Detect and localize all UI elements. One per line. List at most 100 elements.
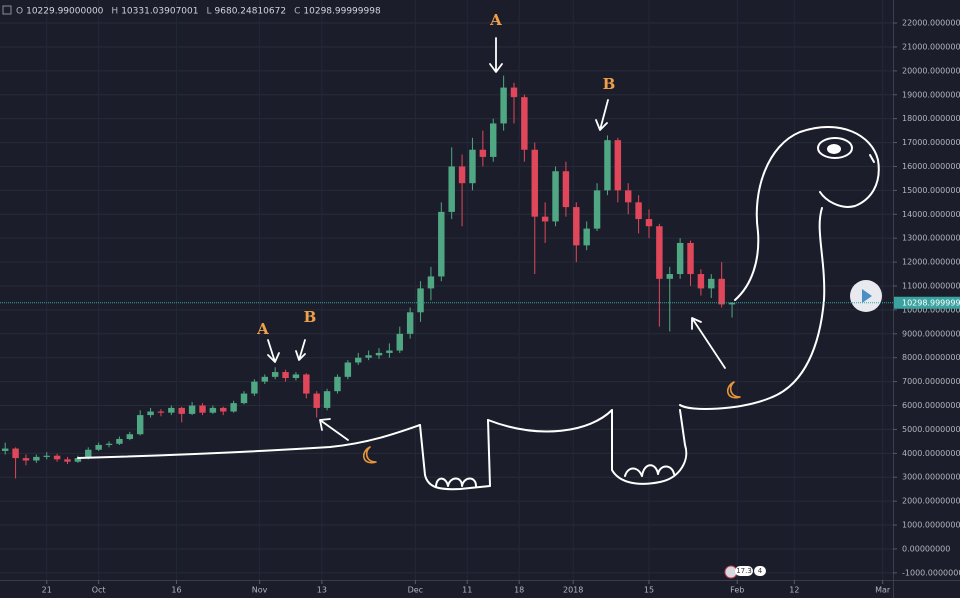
header-label: O xyxy=(16,7,23,17)
candle-body xyxy=(697,274,705,289)
header-value: 9680.24810672 xyxy=(215,7,287,17)
candle-body xyxy=(230,403,237,412)
x-tick-label: 12 xyxy=(789,586,799,595)
candle-body xyxy=(126,434,134,439)
y-tick-label: 6000.00000000 xyxy=(902,401,960,410)
y-tick-label: 11000.00000000 xyxy=(902,281,960,290)
y-tick-label: 2000.00000000 xyxy=(902,497,960,506)
y-tick-label: 4000.00000000 xyxy=(902,449,960,458)
candle-body xyxy=(552,171,559,222)
x-tick-label: 11 xyxy=(462,586,472,595)
y-tick-label: 7000.00000000 xyxy=(902,377,960,386)
annotation: A xyxy=(489,11,502,29)
candle-body xyxy=(521,97,528,150)
candle-body xyxy=(323,391,331,408)
turtle-toes xyxy=(435,477,477,488)
candle-body xyxy=(313,393,320,408)
candle-body xyxy=(562,171,570,208)
y-tick-label: 15000.00000000 xyxy=(902,186,960,195)
candle-body xyxy=(220,407,227,412)
candle-body xyxy=(251,381,258,394)
badge-box xyxy=(735,566,753,576)
header-value: 10229.99000000 xyxy=(26,7,104,17)
turtle-head xyxy=(734,125,880,301)
y-tick-label: 5000.00000000 xyxy=(902,425,960,434)
candle-body xyxy=(406,312,414,334)
arrow xyxy=(295,339,306,361)
arrow xyxy=(691,317,726,369)
candle-body xyxy=(531,149,538,217)
x-tick-label: 16 xyxy=(171,586,181,595)
candle-body xyxy=(604,140,611,191)
candle-body xyxy=(469,149,476,184)
y-tick-label: 17000.00000000 xyxy=(902,138,960,147)
turtle-toes xyxy=(624,464,675,477)
candle-body xyxy=(43,455,50,457)
candle-body xyxy=(344,362,352,377)
candle-body xyxy=(282,372,289,379)
turtle-eye xyxy=(817,137,853,159)
turtle-shell xyxy=(487,409,613,433)
x-tick-label: Oct xyxy=(92,586,106,595)
candles xyxy=(1,75,736,479)
candle-body xyxy=(573,207,580,246)
y-tick-label: 21000.00000000 xyxy=(902,42,960,51)
candle-body xyxy=(427,276,435,289)
y-tick-label: -1000.00000000 xyxy=(902,568,960,577)
x-tick-label: 13 xyxy=(317,586,327,595)
turtle-line xyxy=(77,424,421,459)
badge-label: 4 xyxy=(758,567,763,575)
y-tick-label: 1000.00000000 xyxy=(902,521,960,530)
candle-body xyxy=(687,242,694,275)
candle-body xyxy=(261,376,269,382)
candle-body xyxy=(53,455,61,460)
arrow xyxy=(595,99,609,131)
turtle-nostril xyxy=(869,154,875,163)
y-tick-label: 20000.00000000 xyxy=(902,66,960,75)
candle-body xyxy=(365,355,372,358)
candle-body xyxy=(199,405,206,413)
candle-body xyxy=(396,333,403,351)
candle-body xyxy=(64,459,71,462)
candle-body xyxy=(116,438,123,444)
candle-body xyxy=(74,458,82,462)
candle-body xyxy=(334,376,341,392)
y-tick-label: 13000.00000000 xyxy=(902,234,960,243)
x-tick-label: 2018 xyxy=(563,586,583,595)
candle-body xyxy=(240,393,248,404)
x-tick-label: Dec xyxy=(408,586,423,595)
candle-body xyxy=(375,352,383,356)
y-tick-label: 19000.00000000 xyxy=(902,90,960,99)
y-tick-label: 10000.00000000 xyxy=(902,305,960,314)
candle-body xyxy=(85,449,92,459)
candle-body xyxy=(458,166,466,184)
arrow xyxy=(489,37,503,73)
play-button[interactable] xyxy=(850,280,882,312)
header-label: H xyxy=(111,7,118,17)
y-tick-label: 16000.00000000 xyxy=(902,162,960,171)
candle-body xyxy=(157,411,165,413)
candle-body xyxy=(708,278,715,289)
play-icon[interactable] xyxy=(862,289,872,303)
y-tick-label: 22000.00000000 xyxy=(902,19,960,28)
candle-body xyxy=(178,407,185,414)
y-tick-label: 12000.00000000 xyxy=(902,258,960,267)
moon xyxy=(363,446,377,464)
x-tick-label: 18 xyxy=(514,586,524,595)
x-tick-label: 15 xyxy=(644,586,654,595)
x-tick-label: Feb xyxy=(730,586,744,595)
price-label: 10298.99999998 xyxy=(902,298,960,307)
header-icon xyxy=(2,5,12,15)
header-value: 10298.99999998 xyxy=(303,7,381,17)
candle-body xyxy=(168,407,175,413)
candle-body xyxy=(593,190,601,229)
candle-body xyxy=(355,357,362,363)
turtle-drawing xyxy=(77,37,880,491)
candle-body xyxy=(490,123,497,157)
candle-body xyxy=(271,372,279,377)
candle-body xyxy=(448,166,455,212)
candle-body xyxy=(510,87,518,98)
candle-body xyxy=(12,448,19,459)
